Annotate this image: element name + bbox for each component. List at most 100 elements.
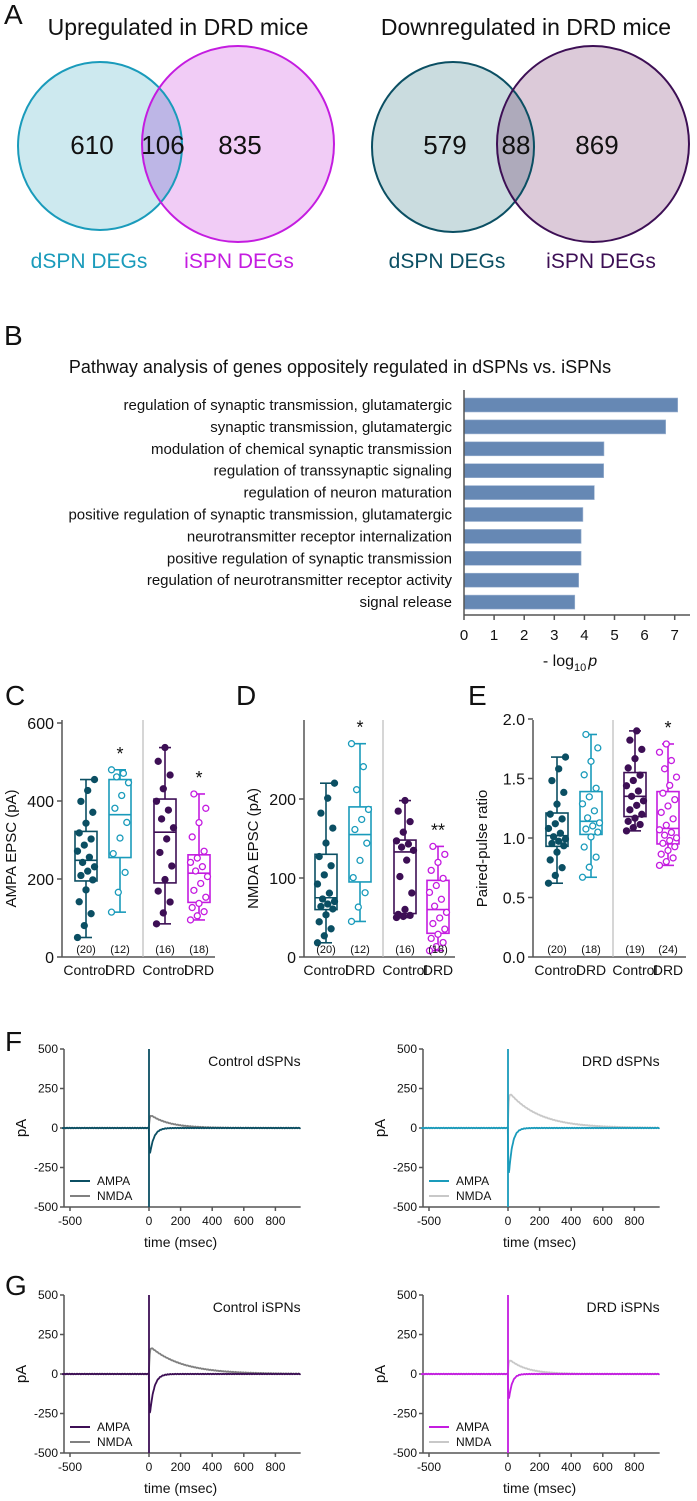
x-axis-label: time (msec) xyxy=(144,1234,217,1250)
data-point xyxy=(318,895,327,903)
data-point xyxy=(87,835,95,843)
significance-marker: * xyxy=(195,768,202,788)
box-group-control-dspn: (20) Control xyxy=(303,779,349,978)
data-point xyxy=(361,889,369,897)
data-point xyxy=(200,847,208,855)
data-point xyxy=(159,785,167,793)
y-axis-label: AMPA EPSC (pA) xyxy=(3,789,20,907)
venn-label-dspn: dSPN DEGs xyxy=(31,250,148,273)
bar-category-label: synaptic transmission, glutamatergic xyxy=(210,419,452,436)
x-tick-label: 600 xyxy=(593,1214,613,1228)
x-tick-label: 3 xyxy=(550,627,558,644)
data-point xyxy=(425,947,434,955)
data-point xyxy=(671,843,679,851)
bar-chart-title: Pathway analysis of genes oppositely reg… xyxy=(69,357,611,377)
x-category-label: DRD xyxy=(105,962,135,978)
x-tick-label: 0 xyxy=(460,627,468,644)
venn-down: Downregulated in DRD mice 579 88 869 dSPN DE… xyxy=(371,14,690,273)
box-group-drd-dspn: * (12) DRD xyxy=(345,718,375,978)
y-axis-label: Paired-pulse ratio xyxy=(474,790,491,908)
x-axis-label: time (msec) xyxy=(503,1234,576,1250)
data-point xyxy=(84,786,92,795)
data-point xyxy=(121,868,129,877)
data-point xyxy=(404,840,413,848)
x-tick-label: 7 xyxy=(671,627,679,644)
data-point xyxy=(633,801,641,809)
data-point xyxy=(631,755,639,763)
data-point xyxy=(561,835,570,843)
venn-label-dspn: dSPN DEGs xyxy=(389,250,506,273)
data-point xyxy=(186,858,195,867)
x-category-label: Control xyxy=(303,962,348,978)
x-tick-label: 200 xyxy=(171,1214,191,1228)
y-tick-label: 250 xyxy=(38,1328,58,1342)
x-category-label: Control xyxy=(142,962,187,978)
data-point xyxy=(555,837,563,845)
data-point xyxy=(655,826,664,834)
data-point xyxy=(439,938,447,947)
x-tick-label: 0 xyxy=(146,1460,153,1474)
y-tick-label: -250 xyxy=(34,1161,58,1175)
data-point xyxy=(432,881,440,890)
x-tick-label: -500 xyxy=(58,1460,82,1474)
n-label: (20) xyxy=(316,944,336,956)
data-point xyxy=(363,839,371,847)
y-tick-label: 0.5 xyxy=(503,891,525,908)
data-point xyxy=(659,789,667,797)
data-point xyxy=(592,784,600,792)
x-axis-label: - log10 p xyxy=(543,653,597,674)
bar-category-label: regulation of transsynaptic signaling xyxy=(214,463,452,480)
data-point xyxy=(401,796,409,805)
bar xyxy=(463,419,666,435)
data-point xyxy=(327,925,335,933)
data-point xyxy=(546,810,554,818)
data-point xyxy=(660,765,669,773)
data-point xyxy=(638,810,646,818)
y-tick-label: 0 xyxy=(410,1121,417,1135)
data-point xyxy=(123,818,131,827)
x-tick-label: 600 xyxy=(234,1214,254,1228)
n-label: (12) xyxy=(350,944,370,956)
data-point xyxy=(193,912,201,920)
box-plot-E: 0.0 0.5 1.0 1.5 2.0 Paired-pulse ratio (20) Con… xyxy=(474,712,686,978)
box xyxy=(348,806,372,883)
data-point xyxy=(660,831,669,839)
data-point xyxy=(399,828,407,836)
data-point xyxy=(77,797,85,806)
y-tick-label: 500 xyxy=(397,1042,417,1056)
data-point xyxy=(639,797,648,805)
data-point xyxy=(429,842,437,851)
x-tick-label: 200 xyxy=(530,1214,550,1228)
venn-up: Upregulated in DRD mice 610 106 835 dSPN DEG… xyxy=(17,14,335,273)
data-point xyxy=(671,795,679,804)
venn-count-dspn-only: 610 xyxy=(70,130,113,160)
data-point xyxy=(200,908,208,916)
y-tick-label: 600 xyxy=(27,716,54,733)
box-group-control-ispn: (16) Control xyxy=(382,796,428,978)
data-point xyxy=(329,905,337,913)
y-tick-label: 0 xyxy=(51,1121,58,1135)
data-point xyxy=(315,918,323,926)
bar-category-label: regulation of neurotransmitter receptor … xyxy=(147,572,453,589)
legend-label-nmda: NMDA xyxy=(97,1435,132,1449)
venn-title: Upregulated in DRD mice xyxy=(48,14,309,40)
x-category-label: Control xyxy=(534,962,579,978)
data-point xyxy=(347,740,356,748)
data-point xyxy=(152,920,161,928)
data-point xyxy=(195,818,203,827)
venn-circle-dspn xyxy=(18,62,182,230)
y-tick-label: 200 xyxy=(27,872,54,889)
box-group-control-dspn: (20) Control xyxy=(534,753,580,978)
data-point xyxy=(356,856,364,865)
bar-category-label: regulation of synaptic transmission, glu… xyxy=(124,397,453,414)
data-point xyxy=(324,794,332,802)
data-point xyxy=(430,902,439,910)
box-group-control-ispn: (19) Control xyxy=(612,727,658,978)
panel-label-F: F xyxy=(5,1026,22,1057)
data-point xyxy=(432,942,440,951)
data-point xyxy=(112,773,121,781)
y-tick-label: -250 xyxy=(34,1407,58,1421)
x-tick-label: 4 xyxy=(580,627,588,644)
data-point xyxy=(664,802,672,810)
bar-category-label: signal release xyxy=(359,594,452,611)
